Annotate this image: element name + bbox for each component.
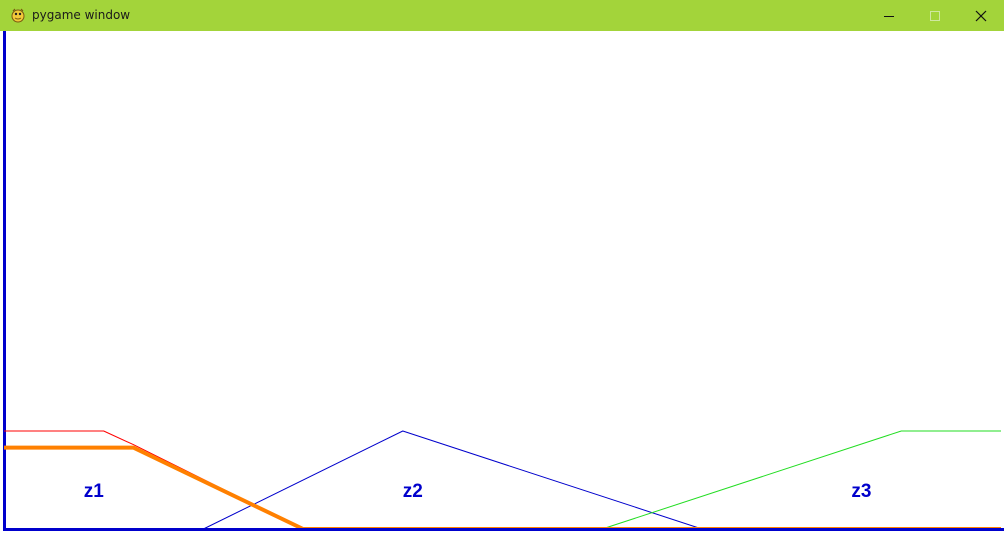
zone-label-z3: z3 <box>851 481 871 502</box>
maximize-button[interactable] <box>912 0 958 31</box>
close-button[interactable] <box>958 0 1004 31</box>
series-line-3 <box>602 430 1001 530</box>
membership-chart: z1 z2 z3 <box>3 31 1004 531</box>
window-title: pygame window <box>32 8 131 22</box>
y-axis-line <box>3 31 6 531</box>
maximize-icon <box>930 10 940 21</box>
pygame-canvas[interactable]: z1 z2 z3 <box>0 31 1004 531</box>
minimize-button[interactable] <box>866 0 912 31</box>
zone-label-z1: z1 <box>84 481 105 502</box>
zone-label-z2: z2 <box>403 481 423 502</box>
title-bar[interactable]: pygame window <box>0 0 1004 31</box>
close-icon <box>975 10 987 21</box>
series-layer <box>4 430 1001 531</box>
minimize-icon <box>884 15 894 17</box>
series-line-2 <box>203 430 703 530</box>
pygame-snake-icon <box>11 8 25 23</box>
label-layer: z1 z2 z3 <box>84 481 872 502</box>
